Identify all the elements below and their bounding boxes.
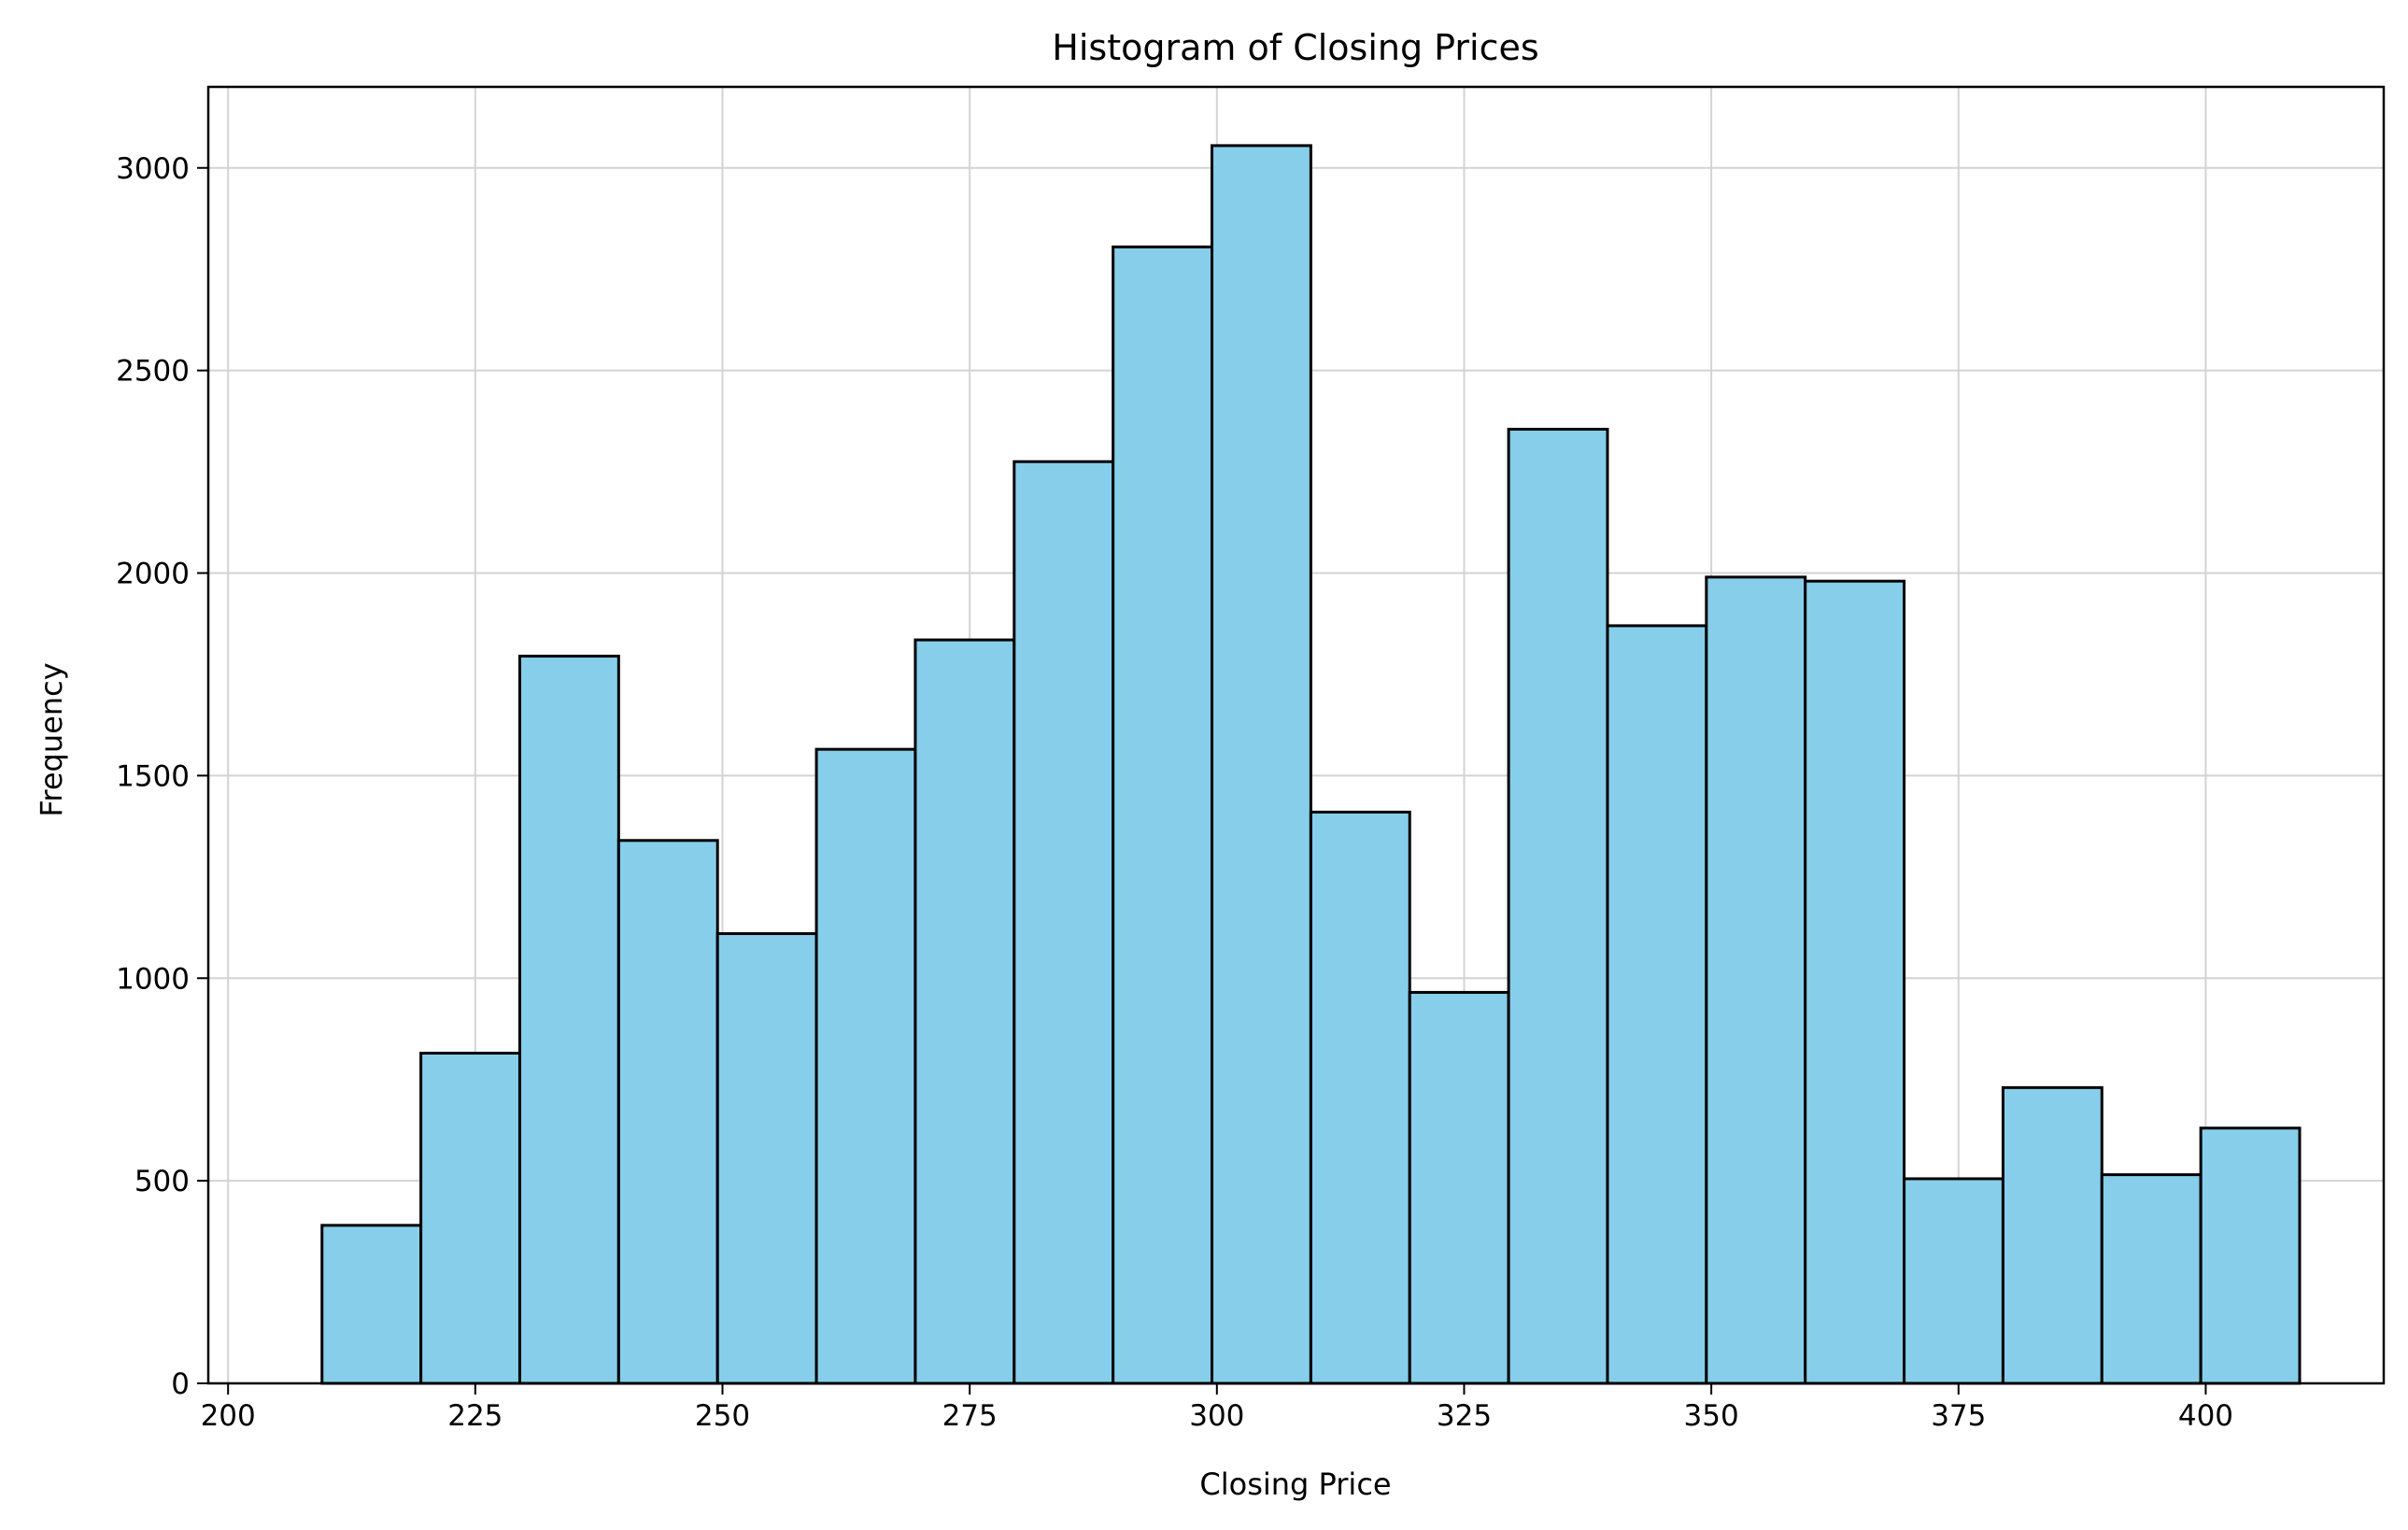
histogram-bar [715, 932, 818, 1385]
y-tick-label: 2000 [116, 558, 190, 591]
x-tick-label: 275 [942, 1399, 998, 1433]
x-tick-label: 325 [1437, 1399, 1492, 1433]
histogram-bar [419, 1051, 521, 1385]
histogram-bar [1507, 428, 1609, 1385]
histogram-bar [2100, 1173, 2203, 1385]
x-axis-ticks: 200 225 250 275 300 325 350 375 400 [201, 1383, 2233, 1433]
histogram-bar [616, 839, 719, 1385]
histogram-bar [1309, 810, 1411, 1385]
y-tick-label: 500 [135, 1165, 190, 1198]
x-axis-label: Closing Price [1199, 1466, 1391, 1502]
histogram-bar [320, 1224, 423, 1385]
histogram-bar [2199, 1126, 2302, 1385]
x-tick-label: 350 [1684, 1399, 1739, 1433]
y-axis-ticks: 0 500 1000 1500 2000 2500 3000 [116, 152, 208, 1401]
y-axis-label: Frequency [34, 662, 69, 816]
y-tick-label: 1000 [116, 962, 190, 996]
x-tick-label: 250 [695, 1399, 750, 1433]
histogram-bar [1903, 1177, 2004, 1385]
x-tick-label: 300 [1189, 1399, 1244, 1433]
histogram-bar [1112, 245, 1214, 1385]
plot-frame [206, 85, 2386, 1385]
chart-title: Histogram of Closing Prices [1052, 27, 1538, 68]
x-tick-label: 375 [1931, 1399, 1986, 1433]
histogram-bar [517, 654, 620, 1385]
histogram-bar [1606, 624, 1708, 1385]
x-tick-label: 225 [447, 1399, 503, 1433]
y-tick-label: 2500 [116, 355, 190, 389]
histogram-bar [1408, 990, 1510, 1385]
y-tick-label: 1500 [116, 759, 190, 793]
histogram-bar [1804, 579, 1906, 1385]
x-tick-label: 400 [2178, 1399, 2233, 1433]
histogram-bar [914, 638, 1016, 1385]
y-tick-label: 3000 [116, 152, 190, 186]
histogram-bar [1211, 144, 1312, 1385]
histogram-bar [2001, 1085, 2103, 1385]
histogram-bar [814, 747, 917, 1385]
histogram-bar [1705, 575, 1807, 1385]
histogram-bar [1013, 460, 1115, 1385]
x-tick-label: 200 [201, 1399, 256, 1433]
histogram-bars [320, 144, 2302, 1385]
y-tick-label: 0 [171, 1367, 190, 1401]
